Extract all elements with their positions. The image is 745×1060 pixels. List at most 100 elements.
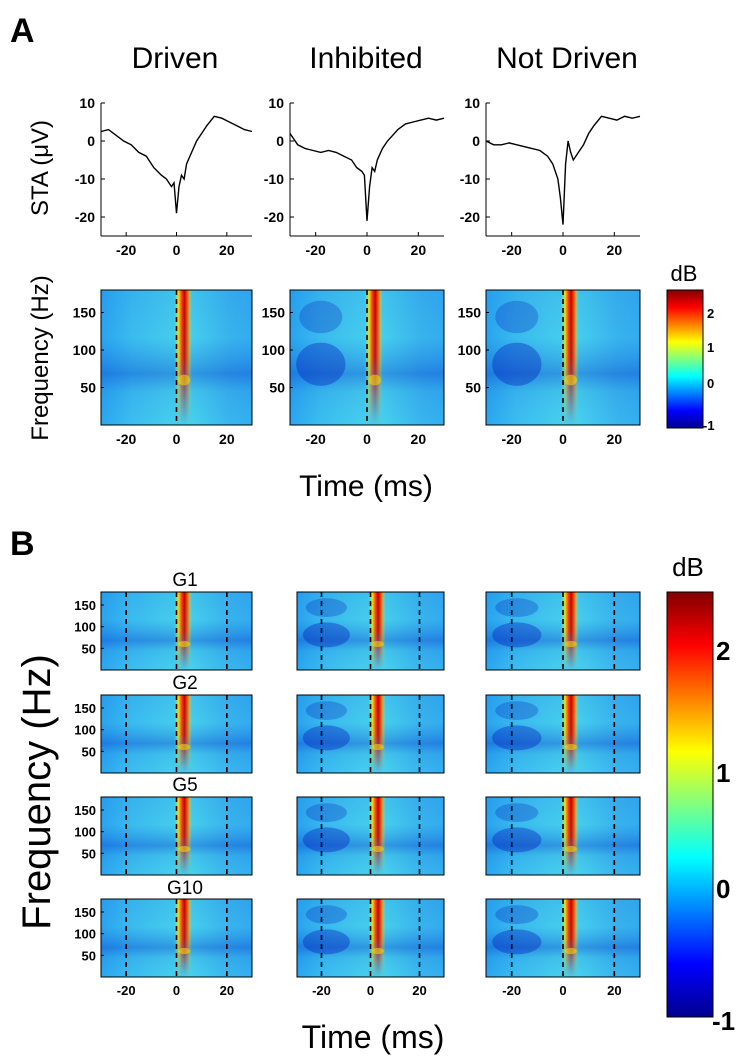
heatmap-x-tick-label: -20 bbox=[502, 983, 521, 998]
time-axis-label-a: Time (ms) bbox=[299, 470, 433, 503]
column-title-inhibited: Inhibited bbox=[309, 42, 422, 75]
row-label-g2: G2 bbox=[172, 673, 197, 694]
heatmap-low-region bbox=[302, 725, 350, 751]
sta-y-tick-label: -20 bbox=[75, 209, 95, 225]
heatmap-b-1-2 bbox=[485, 694, 641, 774]
colorbar-a-tick-1: 1 bbox=[707, 340, 714, 355]
sta-x-tick-label: 20 bbox=[411, 242, 427, 258]
sta-trace bbox=[485, 115, 641, 225]
heatmap-low-region bbox=[299, 300, 343, 334]
heatmap-hot-stripe bbox=[368, 899, 386, 977]
heatmap-low-region bbox=[492, 725, 542, 751]
heatmap-hot-stripe bbox=[560, 592, 579, 670]
frequency-axis-label-b: Frequency (Hz) bbox=[15, 654, 59, 930]
row-label-g10: G10 bbox=[167, 878, 203, 899]
heatmap-y-tick-label: 150 bbox=[74, 598, 96, 613]
heatmap-x-tick-label: -20 bbox=[117, 983, 136, 998]
sta-plot-2: 10 0 -10 -20 -20 0 20 bbox=[460, 95, 641, 258]
sta-trace bbox=[100, 115, 253, 214]
sta-y-tick-label: -10 bbox=[75, 171, 95, 187]
heatmap-low-region bbox=[492, 622, 542, 648]
sta-x-tick-label: 0 bbox=[173, 242, 181, 258]
sta-y-tick-label: -10 bbox=[460, 171, 480, 187]
heatmap-x-tick-label: 0 bbox=[367, 983, 374, 998]
heatmap-hot-stripe bbox=[560, 290, 579, 425]
heatmap-y-tick-label: 50 bbox=[465, 380, 481, 396]
colorbar-a-title: dB bbox=[671, 261, 698, 286]
heatmap-b-0-0: 150 100 50 bbox=[74, 591, 253, 671]
heatmap-x-tick-label: 0 bbox=[363, 431, 371, 447]
heatmap-y-tick-label: 50 bbox=[80, 380, 96, 396]
colorbar-b-tick-2: 2 bbox=[716, 636, 730, 666]
heatmap-hot-stripe bbox=[560, 797, 579, 875]
heatmap-x-tick-label: 20 bbox=[220, 983, 234, 998]
heatmap-low-region bbox=[492, 929, 542, 955]
heatmap-low-region bbox=[302, 929, 350, 955]
heatmap-low-region bbox=[305, 701, 347, 720]
heatmap-hot-stripe bbox=[368, 797, 386, 875]
heatmap-y-tick-label: 150 bbox=[74, 803, 96, 818]
heatmap-hot-stripe bbox=[173, 899, 192, 977]
column-title-not-driven: Not Driven bbox=[496, 42, 638, 75]
heatmap-x-tick-label: 20 bbox=[411, 431, 427, 447]
heatmap-y-tick-label: 100 bbox=[262, 342, 286, 358]
heatmap-b-1-1 bbox=[296, 694, 445, 774]
time-axis-label-b: Time (ms) bbox=[302, 1019, 445, 1055]
heatmap-60hz-peak bbox=[371, 947, 384, 955]
sta-y-tick-label: -20 bbox=[264, 209, 284, 225]
heatmap-x-tick-label: 20 bbox=[219, 431, 235, 447]
heatmap-a-0: 150 100 50 -20 0 20 bbox=[73, 289, 253, 447]
heatmap-low-region bbox=[302, 622, 350, 648]
sta-y-tick-label: 10 bbox=[268, 95, 284, 111]
colorbar-b-tick-minus1: -1 bbox=[712, 1006, 735, 1036]
colorbar-b bbox=[666, 591, 714, 1018]
heatmap-x-tick-label: -20 bbox=[312, 983, 331, 998]
sta-y-tick-label: -10 bbox=[264, 171, 284, 187]
heatmap-60hz-peak bbox=[177, 743, 191, 751]
heatmap-60hz-peak bbox=[368, 374, 381, 386]
heatmap-x-tick-label: 0 bbox=[173, 431, 181, 447]
heatmap-low-region bbox=[495, 300, 539, 334]
sta-x-tick-label: 0 bbox=[363, 242, 371, 258]
heatmap-hot-stripe bbox=[560, 695, 579, 773]
heatmap-60hz-peak bbox=[564, 947, 577, 955]
sta-y-tick-label: 0 bbox=[87, 133, 95, 149]
heatmap-x-tick-label: -20 bbox=[306, 431, 326, 447]
heatmap-hot-stripe bbox=[173, 592, 192, 670]
panel-a-label: A bbox=[10, 12, 35, 50]
heatmap-low-region bbox=[492, 827, 542, 853]
heatmap-b-3-1: -20 0 20 bbox=[296, 898, 445, 998]
sta-x-tick-label: -20 bbox=[116, 242, 136, 258]
heatmap-60hz-peak bbox=[371, 743, 384, 751]
sta-plot-1: 10 0 -10 -20 -20 0 20 bbox=[264, 95, 445, 258]
heatmap-60hz-peak bbox=[371, 640, 384, 648]
heatmap-y-tick-label: 50 bbox=[82, 948, 96, 963]
sta-y-tick-label: 10 bbox=[464, 95, 480, 111]
heatmap-low-region bbox=[302, 827, 350, 853]
heatmap-60hz-peak bbox=[371, 845, 384, 853]
heatmap-b-3-0: 150 100 50 -20 0 20 bbox=[74, 898, 253, 998]
colorbar-a-tick-0: 0 bbox=[707, 376, 714, 391]
heatmap-y-tick-label: 50 bbox=[269, 380, 285, 396]
sta-y-tick-label: 0 bbox=[276, 133, 284, 149]
colorbar-a-tick-2: 2 bbox=[707, 306, 714, 321]
row-label-g5: G5 bbox=[172, 775, 197, 796]
heatmap-y-tick-label: 150 bbox=[74, 905, 96, 920]
heatmap-x-tick-label: 0 bbox=[559, 983, 566, 998]
heatmap-hot-stripe bbox=[173, 695, 192, 773]
heatmap-x-tick-label: -20 bbox=[116, 431, 136, 447]
heatmap-a-1: 150 100 50 -20 0 20 bbox=[262, 289, 445, 447]
heatmap-x-tick-label: 20 bbox=[607, 983, 621, 998]
heatmap-y-tick-label: 100 bbox=[74, 620, 96, 635]
heatmap-b-0-2 bbox=[485, 591, 641, 671]
heatmap-y-tick-label: 150 bbox=[458, 305, 482, 321]
heatmap-60hz-peak bbox=[564, 374, 577, 386]
column-title-driven: Driven bbox=[132, 42, 219, 75]
heatmap-hot-stripe bbox=[368, 695, 386, 773]
heatmap-y-tick-label: 100 bbox=[74, 927, 96, 942]
heatmap-low-region bbox=[495, 598, 539, 617]
colorbar-b-title: dB bbox=[672, 552, 704, 582]
heatmap-y-tick-label: 150 bbox=[262, 305, 286, 321]
